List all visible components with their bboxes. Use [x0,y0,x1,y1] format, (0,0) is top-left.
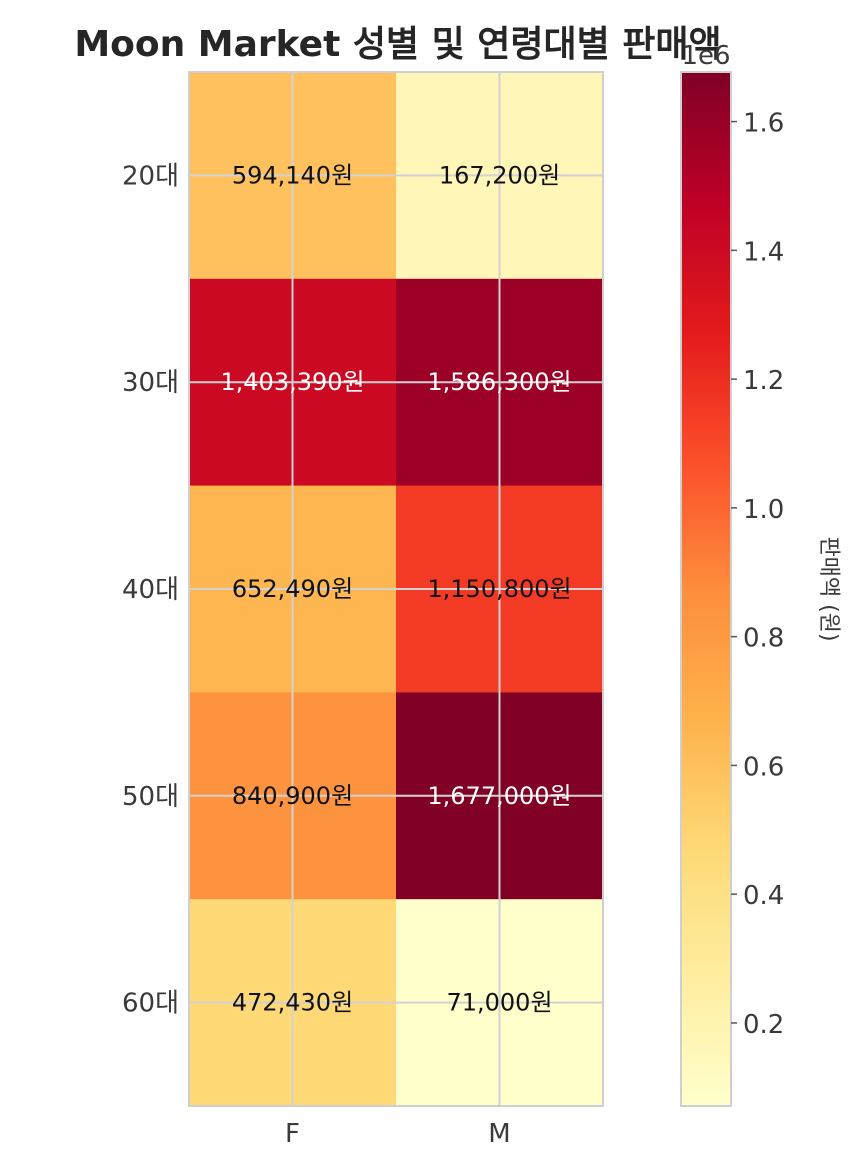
row-tick-label: 60대 [122,989,179,1019]
row-tick-label: 50대 [122,782,179,812]
row-tick-label: 40대 [122,575,179,605]
colorbar-axis-label: 판매액 (원) [816,536,841,641]
cell-value-label: 71,000원 [446,989,552,1017]
colorbar-tick-label: 0.8 [743,624,784,654]
row-tick-label: 20대 [122,161,179,191]
cell-value-label: 594,140원 [232,161,353,189]
colorbar-tick-label: 0.2 [743,1010,784,1040]
heatmap-frame [188,71,604,1107]
cell-value-label: 1,403,390원 [220,368,364,396]
chart-title: Moon Market 성별 및 연령대별 판매액 [74,24,721,65]
colorbar-tick-label: 1.6 [743,109,784,139]
row-tick-label: 30대 [122,368,179,398]
row-tick-labels: 20대 30대 40대 50대 60대 [122,161,179,1018]
colorbar-ticks: 0.2 0.4 0.6 0.8 1.0 1.2 1.4 1.6 [731,109,784,1040]
colorbar [680,71,732,1107]
colorbar-tick-label: 1.2 [743,366,784,396]
cell-value-label: 472,430원 [232,989,353,1017]
colorbar-offset-text: 1e6 [681,41,730,71]
colorbar-tick-label: 1.4 [743,237,784,267]
colorbar-tick-label: 0.4 [743,881,784,911]
colorbar-tick-label: 0.6 [743,752,784,782]
cell-value-label: 1,150,800원 [427,575,571,603]
column-tick-label: M [488,1119,510,1149]
cell-value-label: 1,586,300원 [427,368,571,396]
cell-value-label: 840,900원 [232,782,353,810]
colorbar-tick-label: 1.0 [743,495,784,525]
cell-value-label: 1,677,000원 [427,782,571,810]
column-tick-label: F [285,1119,300,1149]
cell-value-label: 652,490원 [232,575,353,603]
heatmap-cell-labels: 594,140원 167,200원 1,403,390원 1,586,300원 652,… [220,161,571,1016]
heatmap-grid [189,72,603,1106]
cell-value-label: 167,200원 [439,161,560,189]
